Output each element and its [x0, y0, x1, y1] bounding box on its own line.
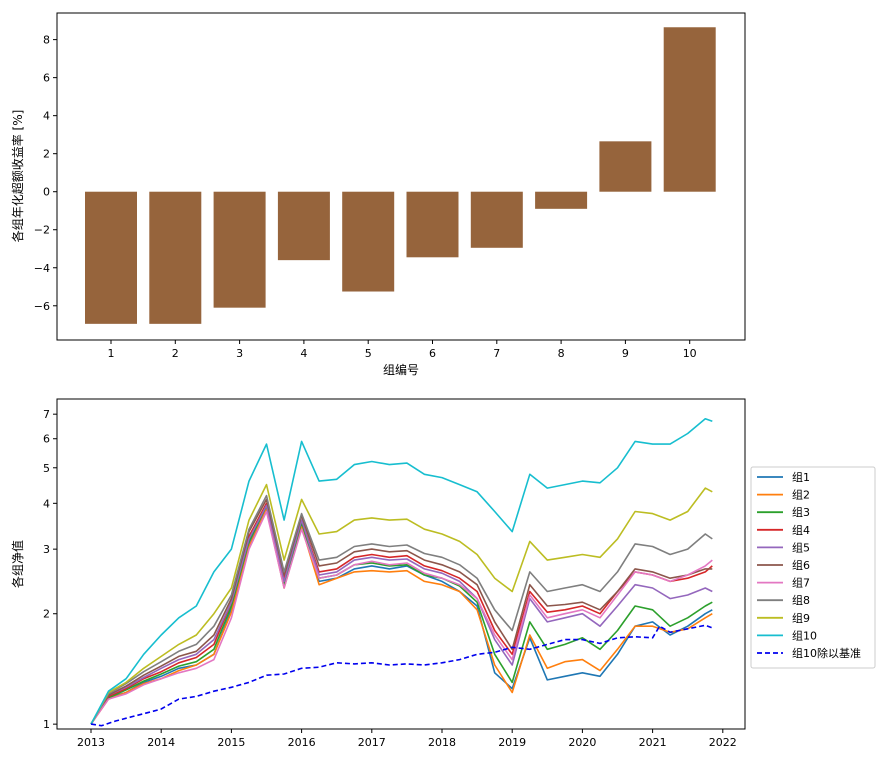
line-x-tick-label: 2013 [77, 736, 105, 749]
legend-label: 组3 [792, 505, 810, 519]
line-x-tick-label: 2020 [568, 736, 596, 749]
bar-y-tick-label: −4 [34, 262, 50, 275]
line-x-tick-label: 2019 [498, 736, 526, 749]
series-line-组2 [90, 508, 713, 725]
line-y-tick-label: 2 [43, 608, 50, 621]
line-y-axis-label: 各组净值 [10, 540, 25, 588]
bar-group-2 [149, 191, 202, 324]
bar-y-tick-label: 6 [43, 72, 50, 85]
line-y-tick-label: 3 [43, 543, 50, 556]
legend-label: 组9 [792, 611, 810, 625]
line-y-tick-label: 1 [43, 718, 50, 731]
bar-x-tick-label: 2 [172, 347, 179, 360]
bar-group-7 [470, 191, 523, 248]
bar-group-4 [277, 191, 330, 261]
bar-x-tick-label: 4 [300, 347, 307, 360]
legend-label: 组7 [792, 576, 810, 590]
bar-y-ticks: −6 −4 −2 0 2 4 6 8 [34, 34, 57, 313]
bar-x-tick-label: 7 [493, 347, 500, 360]
series-line-组7 [90, 510, 713, 725]
line-x-ticks: 2013 2014 2015 2016 2017 2018 2019 2020 2021 2022 [77, 729, 737, 749]
bar-x-tick-label: 1 [108, 347, 115, 360]
line-y-tick-label: 6 [43, 433, 50, 446]
line-x-tick-label: 2014 [147, 736, 175, 749]
bars [85, 27, 716, 324]
line-chart-frame [56, 398, 746, 730]
bar-y-tick-label: 0 [43, 186, 50, 199]
bar-x-tick-label: 10 [683, 347, 697, 360]
series-line-组5 [90, 504, 713, 725]
bar-y-tick-label: −2 [34, 224, 50, 237]
bar-group-9 [599, 141, 652, 192]
legend-label: 组2 [792, 488, 810, 502]
line-x-tick-label: 2015 [217, 736, 245, 749]
legend-label: 组6 [792, 558, 810, 572]
series-line-组3 [90, 504, 713, 725]
legend-label: 组10除以基准 [792, 646, 861, 660]
legend-label: 组8 [792, 593, 810, 607]
legend-items: 组1 组2 组3 组4 组5 组6 组7 组8 组9 组10 组10除以基准 [757, 470, 861, 660]
bar-x-tick-label: 5 [365, 347, 372, 360]
bar-group-3 [213, 191, 266, 308]
series-line-组6 [90, 498, 713, 725]
bar-group-8 [535, 191, 588, 209]
line-y-ticks: 1 2 3 4 5 6 7 [43, 408, 57, 731]
bar-chart-frame [56, 12, 746, 341]
bar-y-tick-label: 2 [43, 148, 50, 161]
bar-group-6 [406, 191, 459, 258]
bar-x-tick-label: 3 [236, 347, 243, 360]
legend-label: 组1 [792, 470, 810, 484]
bar-chart: −6 −4 −2 0 2 4 6 8 1 2 3 4 5 6 7 8 9 10 组编号 各组年化超额收益率 [%… [10, 12, 746, 377]
bar-y-tick-label: 4 [43, 110, 50, 123]
line-x-tick-label: 2018 [428, 736, 456, 749]
bar-group-10 [663, 27, 716, 192]
series-line-组1 [90, 506, 713, 725]
line-x-tick-label: 2016 [288, 736, 316, 749]
legend-label: 组10 [792, 628, 817, 642]
bar-y-axis-label: 各组年化超额收益率 [%] [10, 110, 25, 243]
line-y-tick-label: 4 [43, 497, 50, 510]
series-line-excess [90, 624, 713, 727]
legend-label: 组4 [792, 523, 810, 537]
bar-group-5 [342, 191, 395, 292]
series-line-组10 [90, 418, 713, 725]
legend-label: 组5 [792, 540, 810, 554]
bar-x-ticks: 1 2 3 4 5 6 7 8 9 10 [108, 340, 697, 360]
series-line-组9 [90, 483, 713, 725]
bar-x-axis-label: 组编号 [383, 362, 419, 377]
bar-group-1 [85, 191, 137, 324]
line-y-tick-label: 7 [43, 408, 50, 421]
line-x-tick-label: 2017 [358, 736, 386, 749]
bar-x-tick-label: 8 [558, 347, 565, 360]
legend: 组1 组2 组3 组4 组5 组6 组7 组8 组9 组10 组10除以基准 [750, 466, 876, 669]
series-lines [90, 418, 713, 727]
line-chart: 1 2 3 4 5 6 7 2013 2014 2015 2016 2017 2018 2019 2020… [10, 398, 746, 749]
bar-x-tick-label: 9 [622, 347, 629, 360]
line-y-tick-label: 5 [43, 462, 50, 475]
bar-y-tick-label: 8 [43, 34, 50, 47]
line-x-tick-label: 2022 [709, 736, 737, 749]
bar-x-tick-label: 6 [429, 347, 436, 360]
bar-y-tick-label: −6 [34, 300, 50, 313]
line-x-tick-label: 2021 [639, 736, 667, 749]
series-line-组8 [90, 494, 713, 725]
